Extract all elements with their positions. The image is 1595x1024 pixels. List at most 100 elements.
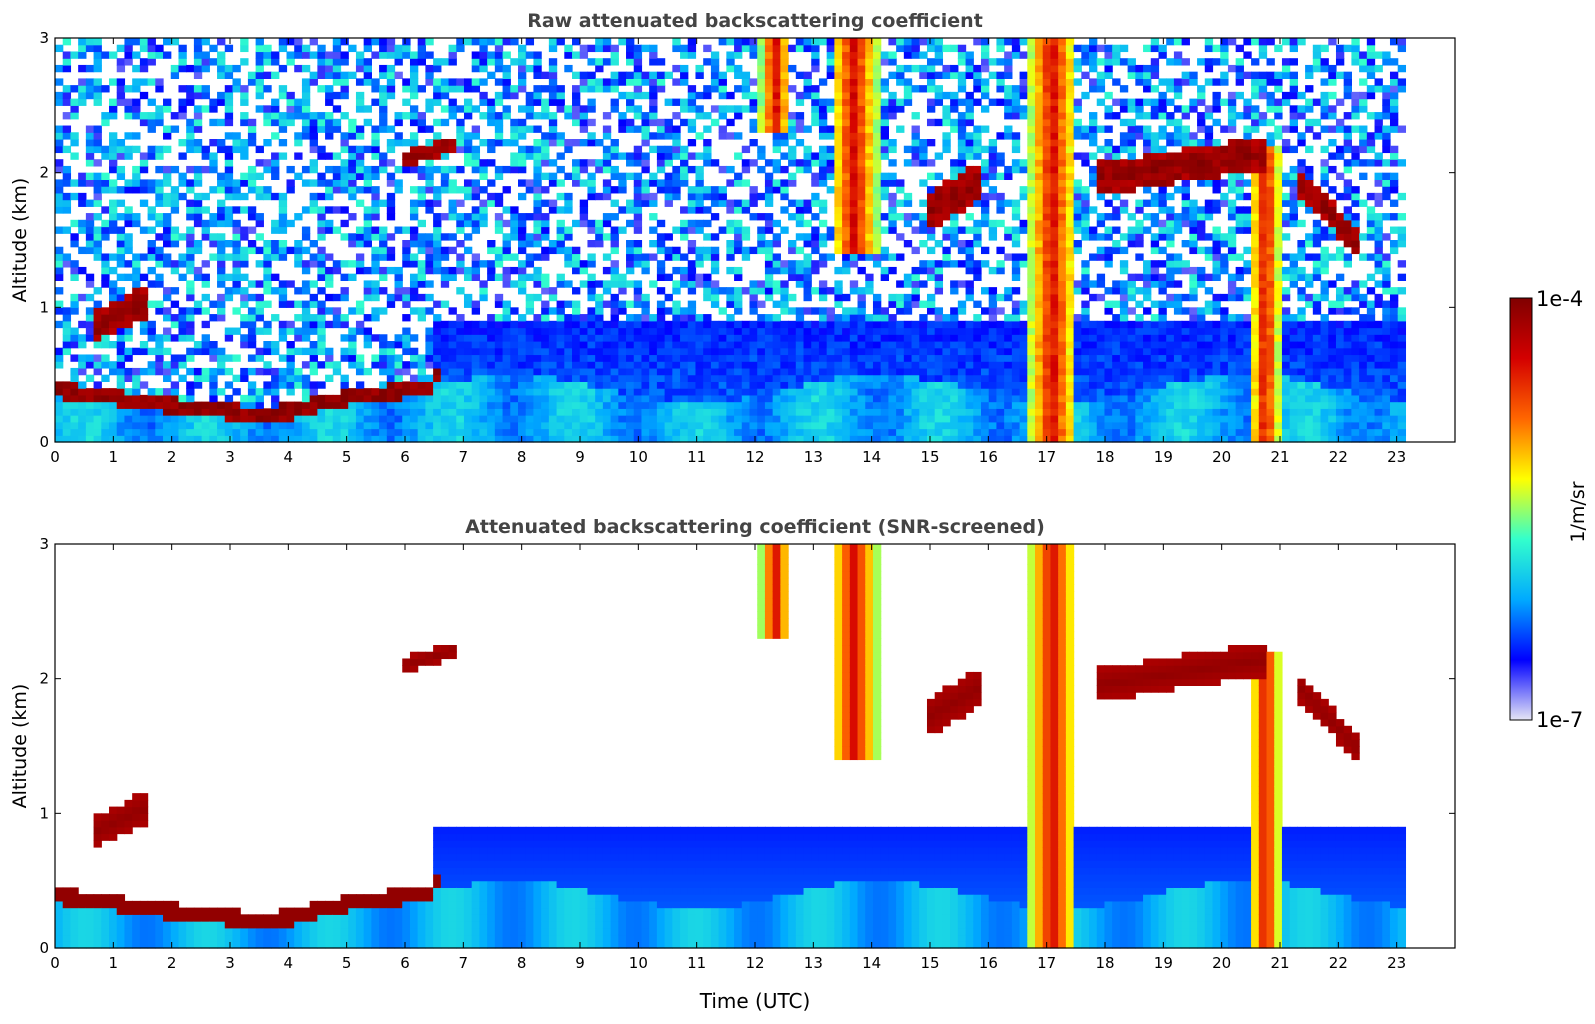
- heatmap-cell: [618, 280, 627, 288]
- heatmap-cell: [541, 347, 550, 356]
- heatmap-cell: [618, 91, 627, 100]
- heatmap-cell: [240, 415, 249, 423]
- heatmap-cell: [425, 334, 434, 342]
- heatmap-cell: [155, 408, 164, 416]
- heatmap-cell: [757, 374, 766, 382]
- heatmap-cell: [294, 172, 303, 180]
- heatmap-cell: [371, 213, 380, 221]
- heatmap-cell: [626, 367, 635, 376]
- heatmap-cell: [394, 354, 403, 362]
- heatmap-cell: [448, 401, 457, 409]
- heatmap-cell: [286, 347, 295, 356]
- heatmap-cell: [186, 246, 195, 255]
- heatmap-cell: [749, 394, 758, 403]
- heatmap-cell: [309, 206, 318, 214]
- heatmap-cell: [456, 132, 465, 140]
- heatmap-cell: [471, 38, 481, 46]
- heatmap-cell: [271, 394, 280, 403]
- heatmap-cell: [402, 388, 411, 396]
- heatmap-cell: [780, 307, 789, 315]
- heatmap-cell: [757, 354, 766, 362]
- heatmap-cell: [255, 85, 264, 93]
- heatmap-cell: [170, 71, 180, 79]
- heatmap-cell: [548, 341, 558, 349]
- heatmap-cell: [217, 71, 226, 79]
- heatmap-cell: [764, 172, 774, 180]
- heatmap-cell: [155, 435, 164, 443]
- heatmap-cell: [224, 408, 234, 416]
- heatmap-cell: [355, 320, 365, 329]
- heatmap-cell: [379, 233, 388, 241]
- heatmap-cell: [857, 435, 866, 443]
- heatmap-cell: [672, 112, 681, 120]
- heatmap-cell: [271, 159, 280, 167]
- heatmap-cell: [155, 78, 164, 86]
- heatmap-cell: [602, 435, 612, 443]
- heatmap-cell: [425, 260, 434, 268]
- heatmap-cell: [271, 408, 280, 416]
- heatmap-cell: [734, 71, 743, 79]
- heatmap-cell: [309, 381, 318, 389]
- heatmap-cell: [826, 132, 835, 140]
- heatmap-cell: [93, 139, 102, 147]
- heatmap-cell: [595, 421, 604, 430]
- heatmap-cell: [649, 381, 658, 389]
- heatmap-cell: [301, 179, 311, 187]
- heatmap-cell: [988, 233, 998, 241]
- heatmap-cell: [494, 51, 504, 59]
- heatmap-cell: [587, 421, 596, 430]
- heatmap-cell: [772, 51, 781, 59]
- heatmap-cell: [757, 51, 766, 59]
- heatmap-cell: [911, 145, 920, 154]
- heatmap-cell: [950, 421, 959, 430]
- heatmap-cell: [834, 132, 843, 140]
- heatmap-cell: [641, 132, 650, 140]
- heatmap-cell: [502, 85, 511, 93]
- heatmap-cell: [163, 374, 172, 382]
- heatmap-cell: [595, 367, 604, 376]
- heatmap-cell: [101, 152, 110, 160]
- heatmap-cell: [718, 38, 727, 46]
- heatmap-cell: [479, 394, 488, 403]
- heatmap-cell: [703, 206, 712, 214]
- heatmap-cell: [379, 381, 388, 389]
- heatmap-cell: [988, 388, 998, 396]
- heatmap-cell: [942, 320, 951, 329]
- heatmap-cell: [718, 361, 727, 369]
- heatmap-cell: [386, 179, 396, 187]
- heatmap-cell: [101, 334, 110, 342]
- heatmap-cell: [541, 226, 550, 234]
- heatmap-cell: [695, 105, 704, 113]
- heatmap-cell: [602, 132, 612, 140]
- heatmap-cell: [826, 58, 835, 66]
- heatmap-cell: [425, 428, 434, 436]
- heatmap-cell: [394, 226, 403, 234]
- heatmap-cell: [579, 401, 589, 409]
- heatmap-cell: [950, 91, 959, 100]
- heatmap-cell: [579, 327, 589, 335]
- heatmap-cell: [193, 38, 203, 46]
- heatmap-cell: [440, 118, 450, 127]
- heatmap-cell: [363, 118, 372, 127]
- heatmap-cell: [510, 367, 519, 376]
- heatmap-cell: [849, 240, 859, 248]
- heatmap-cell: [332, 51, 342, 59]
- heatmap-cell: [348, 145, 357, 154]
- heatmap-cell: [132, 186, 141, 194]
- heatmap-cell: [664, 293, 673, 302]
- heatmap-cell: [988, 145, 998, 154]
- heatmap-cell: [996, 327, 1005, 335]
- heatmap-cell: [425, 415, 434, 423]
- heatmap-cell: [541, 246, 550, 255]
- heatmap-cell: [880, 98, 889, 106]
- heatmap-cell: [950, 367, 959, 376]
- heatmap-cell: [186, 421, 195, 430]
- heatmap-cell: [163, 401, 172, 409]
- heatmap-cell: [548, 408, 558, 416]
- heatmap-cell: [618, 327, 627, 335]
- heatmap-cell: [348, 334, 357, 342]
- heatmap-cell: [996, 266, 1005, 275]
- heatmap-cell: [425, 435, 434, 443]
